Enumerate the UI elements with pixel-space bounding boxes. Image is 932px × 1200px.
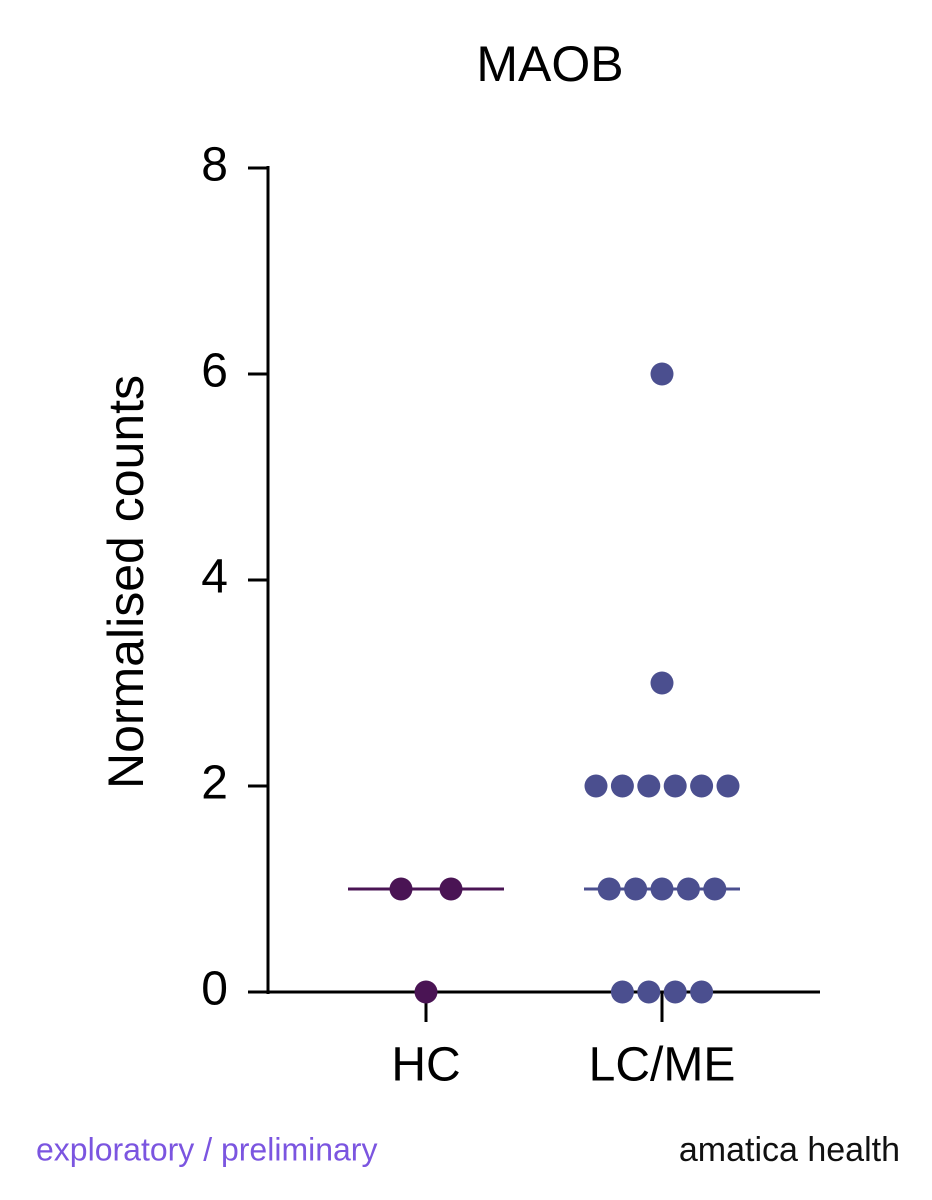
- x-tick-label: LC/ME: [589, 1039, 736, 1092]
- data-point: [597, 877, 621, 901]
- data-point: [439, 877, 463, 901]
- data-point: [610, 980, 634, 1004]
- data-point: [650, 877, 674, 901]
- y-tick-label: 6: [201, 345, 228, 398]
- y-tick-label: 2: [201, 757, 228, 810]
- data-point: [414, 980, 438, 1004]
- y-axis-label: Normalised counts: [98, 375, 154, 789]
- data-point: [663, 980, 687, 1004]
- data-point: [389, 877, 413, 901]
- data-point: [624, 877, 648, 901]
- chart-title: MAOB: [476, 36, 623, 92]
- data-point: [584, 774, 608, 798]
- y-tick-label: 0: [201, 963, 228, 1016]
- data-point: [690, 774, 714, 798]
- data-point: [637, 980, 661, 1004]
- y-tick-label: 8: [201, 139, 228, 192]
- data-point: [650, 362, 674, 386]
- data-point: [663, 774, 687, 798]
- data-point: [676, 877, 700, 901]
- footer-brand: amatica health: [679, 1131, 900, 1169]
- data-point: [610, 774, 634, 798]
- footer-note: exploratory / preliminary: [36, 1131, 377, 1167]
- data-point: [716, 774, 740, 798]
- data-point: [690, 980, 714, 1004]
- x-tick-label: HC: [391, 1039, 460, 1092]
- data-point: [703, 877, 727, 901]
- y-tick-label: 4: [201, 551, 228, 604]
- data-point: [650, 671, 674, 695]
- data-point: [637, 774, 661, 798]
